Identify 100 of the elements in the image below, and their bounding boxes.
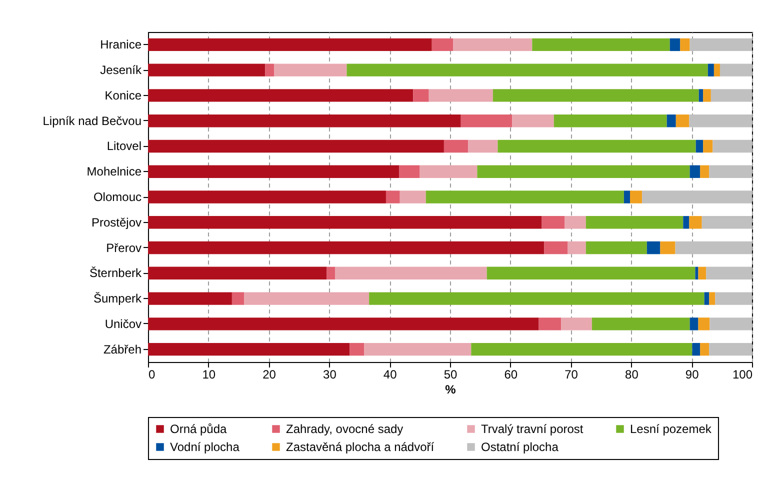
bar <box>148 292 232 305</box>
bar <box>698 266 706 280</box>
bar <box>700 165 710 178</box>
bar <box>453 38 532 52</box>
bar <box>148 64 266 76</box>
y-tick-label: Šternberk <box>89 266 142 280</box>
bar <box>400 190 426 204</box>
bar <box>148 318 539 330</box>
bar <box>335 266 487 280</box>
bar <box>720 64 752 76</box>
bar <box>714 64 720 76</box>
x-tick-label: 90 <box>685 368 700 382</box>
bar <box>698 318 710 330</box>
bar <box>586 216 684 229</box>
bar <box>369 292 704 305</box>
bar <box>512 114 554 128</box>
x-tick-label: 0 <box>148 368 156 382</box>
bar <box>346 64 708 76</box>
x-tick-label: 70 <box>564 368 578 382</box>
y-tick-label: Konice <box>104 88 142 102</box>
y-tick-label: Šumperk <box>93 292 142 306</box>
x-tick-label: 40 <box>383 368 398 382</box>
bar <box>683 216 690 229</box>
bar <box>492 89 699 102</box>
bar <box>712 140 752 153</box>
bar <box>561 318 592 330</box>
bar <box>586 241 647 254</box>
legend-label: Zahrady, ovocné sady <box>286 422 404 436</box>
bar <box>420 165 478 178</box>
bar <box>702 216 752 229</box>
bar <box>544 241 568 254</box>
bar <box>646 241 660 254</box>
x-tick-label: 60 <box>504 368 518 382</box>
bar <box>660 241 676 254</box>
bar <box>592 318 690 330</box>
bar <box>244 292 370 305</box>
bar <box>399 165 420 178</box>
y-tick-label: Přerov <box>106 240 142 255</box>
x-tick-label: 100 <box>732 368 753 382</box>
bar <box>709 165 752 178</box>
bar <box>696 140 704 153</box>
y-tick-label: Olomouc <box>93 190 142 204</box>
legend-label: Trvalý travní porost <box>481 422 584 436</box>
bar <box>715 292 752 305</box>
x-tick-label: 30 <box>323 368 337 382</box>
bar <box>148 38 432 52</box>
bar <box>704 292 710 305</box>
bar <box>413 89 429 102</box>
bar <box>666 114 676 128</box>
x-tick-label: 50 <box>444 368 458 382</box>
bar <box>486 266 696 280</box>
legend-label: Lesní pozemek <box>630 422 712 436</box>
bar <box>710 318 752 330</box>
bar <box>364 342 472 356</box>
bar <box>670 38 680 52</box>
bar <box>498 140 696 153</box>
bar <box>532 38 670 52</box>
bar <box>428 89 493 102</box>
bar <box>232 292 244 305</box>
bar <box>624 190 630 204</box>
bar <box>708 64 714 76</box>
bar <box>148 216 542 229</box>
bar <box>538 318 562 330</box>
bar <box>265 64 274 76</box>
bar <box>710 89 752 102</box>
bar <box>554 114 667 128</box>
bar <box>700 342 710 356</box>
y-tick-label: Litovel <box>106 139 142 154</box>
y-tick-label: Uničov <box>104 316 142 331</box>
y-tick-label: Hranice <box>100 38 142 52</box>
bar <box>426 190 624 204</box>
y-tick-label: Jeseník <box>100 63 142 78</box>
y-tick-label: Mohelnice <box>86 164 142 179</box>
legend-label: Ostatní plocha <box>481 440 559 454</box>
y-tick-label: Lipník nad Bečvou <box>42 114 142 128</box>
bar <box>477 165 690 178</box>
bar <box>630 190 642 204</box>
bar <box>148 241 544 254</box>
bar <box>350 342 364 356</box>
x-tick-label: 80 <box>625 368 639 382</box>
legend-label: Vodní plocha <box>170 440 240 454</box>
bar <box>274 64 347 76</box>
bar <box>148 190 386 204</box>
bar <box>703 140 713 153</box>
bar <box>326 266 336 280</box>
bar <box>642 190 752 204</box>
bar <box>148 266 327 280</box>
bar <box>471 342 692 356</box>
bar <box>148 165 400 178</box>
bar <box>432 38 454 52</box>
bar <box>148 89 414 102</box>
bar <box>542 216 565 229</box>
legend-label: Orná půda <box>170 422 228 436</box>
bar <box>690 165 700 178</box>
x-tick-label: 10 <box>202 368 216 382</box>
legend-label: Zastavěná plocha a nádvoří <box>286 440 435 454</box>
bar <box>709 342 752 356</box>
bar <box>444 140 468 153</box>
bar <box>148 342 350 356</box>
bar <box>706 266 752 280</box>
